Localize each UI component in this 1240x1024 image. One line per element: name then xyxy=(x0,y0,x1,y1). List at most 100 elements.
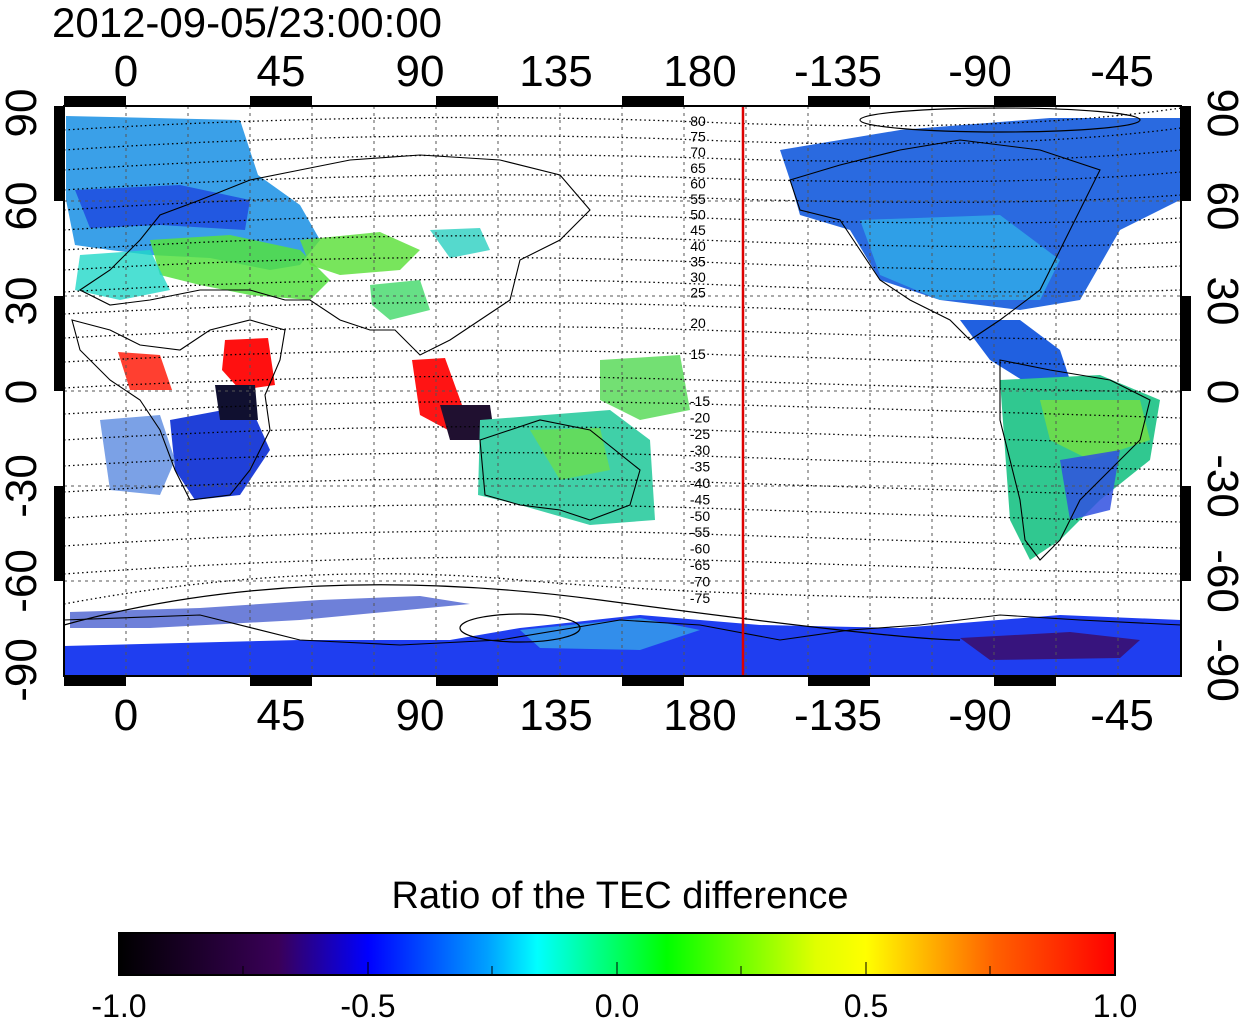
south-magnetic-pole-contour xyxy=(459,613,581,643)
top-tick-label: -135 xyxy=(794,47,882,96)
top-tick-label: -45 xyxy=(1090,47,1154,96)
coast-antarctica xyxy=(63,614,1182,646)
top-tick-label: 180 xyxy=(663,47,736,96)
colorbar-tick-label: 0.0 xyxy=(595,988,639,1024)
patch-europe-green xyxy=(150,235,330,300)
patch-australia-green xyxy=(530,428,610,480)
contour-label: -15 xyxy=(690,393,710,409)
colorbar-title: Ratio of the TEC difference xyxy=(391,875,849,917)
colorbar-tick-label: 0.5 xyxy=(844,988,888,1024)
patch-africa-dark xyxy=(215,385,258,420)
page-title: 2012-09-05/23:00:00 xyxy=(52,0,442,46)
bottom-tick-label: 135 xyxy=(519,691,592,740)
top-longitude-ticks: 0 45 90 135 180 -135 -90 -45 xyxy=(114,47,1154,96)
colorbar-tick-labels: -1.0 -0.5 0.0 0.5 1.0 xyxy=(91,988,1137,1024)
coast-north-america xyxy=(789,139,1101,341)
frame-ticks xyxy=(54,96,1191,686)
colorbar-minor-ticks xyxy=(242,962,991,975)
right-latitude-ticks: 90 60 30 0 -30 -60 -90 xyxy=(1198,89,1240,702)
patch-europe-blue xyxy=(75,185,250,230)
contour-label: 20 xyxy=(690,315,706,331)
contour-label: 30 xyxy=(690,269,706,285)
contour-label: 75 xyxy=(690,129,706,145)
patch-antarctic-dark xyxy=(960,632,1140,660)
right-tick-label: 0 xyxy=(1198,380,1240,404)
right-tick-label: -30 xyxy=(1198,454,1240,518)
coast-africa xyxy=(71,319,286,501)
contour-label: 60 xyxy=(690,175,706,191)
patch-africa-mixed xyxy=(100,415,175,495)
bottom-tick-label: -45 xyxy=(1090,691,1154,740)
north-magnetic-pole-contour xyxy=(859,107,1141,133)
top-tick-label: 90 xyxy=(396,47,445,96)
bottom-tick-label: 0 xyxy=(114,691,138,740)
tec-data-patches xyxy=(64,116,1181,676)
contour-label: -40 xyxy=(690,475,710,491)
contour-label: -35 xyxy=(690,459,710,475)
top-tick-label: 45 xyxy=(257,47,306,96)
right-tick-label: -60 xyxy=(1198,549,1240,613)
contour-label: 70 xyxy=(690,144,706,160)
contour-label: -45 xyxy=(690,491,710,507)
left-tick-label: 60 xyxy=(0,182,46,231)
contour-label: -60 xyxy=(690,541,710,557)
bottom-tick-label: -90 xyxy=(948,691,1012,740)
contour-label: 65 xyxy=(690,160,706,176)
colorbar-tick-label: -1.0 xyxy=(91,988,146,1024)
right-tick-label: 30 xyxy=(1198,277,1240,326)
top-tick-label: -90 xyxy=(948,47,1012,96)
patch-southern-scatter xyxy=(70,596,470,628)
bottom-tick-label: 180 xyxy=(663,691,736,740)
bottom-tick-label: 90 xyxy=(396,691,445,740)
left-tick-label: -30 xyxy=(0,454,46,518)
contour-label: 45 xyxy=(690,222,706,238)
right-tick-label: 90 xyxy=(1198,89,1240,138)
patch-asia-green-2 xyxy=(370,280,430,320)
colorbar-tick-label: 1.0 xyxy=(1093,988,1137,1024)
patch-asia-cyan xyxy=(430,228,490,258)
top-tick-label: 135 xyxy=(519,47,592,96)
patch-asia-green xyxy=(300,232,420,275)
bottom-tick-label: 45 xyxy=(257,691,306,740)
left-tick-label: 30 xyxy=(0,277,46,326)
patch-na-cyan xyxy=(860,215,1060,300)
contour-label: -75 xyxy=(690,590,710,606)
patch-africa-red xyxy=(222,338,275,390)
right-tick-label: 60 xyxy=(1198,182,1240,231)
right-tick-label: -90 xyxy=(1198,638,1240,702)
patch-africa-red-west xyxy=(118,352,172,390)
contour-label: -70 xyxy=(690,573,710,589)
contour-label: 25 xyxy=(690,285,706,301)
contour-label: 15 xyxy=(690,346,706,362)
contour-label: 55 xyxy=(690,191,706,207)
contour-label: -50 xyxy=(690,508,710,524)
contour-label: -30 xyxy=(690,442,710,458)
coast-australia xyxy=(479,419,641,521)
patch-antarctic-cyan xyxy=(520,618,700,650)
patch-pacific-green xyxy=(600,355,690,420)
colorbar-tick-label: -0.5 xyxy=(340,988,395,1024)
contour-label: -20 xyxy=(690,409,710,425)
contour-label: 40 xyxy=(690,238,706,254)
bottom-longitude-ticks: 0 45 90 135 180 -135 -90 -45 xyxy=(114,691,1154,740)
left-tick-label: -90 xyxy=(0,638,46,702)
coast-south-america xyxy=(999,359,1151,561)
coastlines xyxy=(63,139,1182,646)
patch-sa-blue xyxy=(1060,450,1120,520)
contour-label: 35 xyxy=(690,253,706,269)
top-tick-label: 0 xyxy=(114,47,138,96)
contour-label: 80 xyxy=(690,113,706,129)
bottom-tick-label: -135 xyxy=(794,691,882,740)
solid-contours xyxy=(63,107,1141,643)
coast-europe-asia xyxy=(78,154,591,356)
left-tick-label: 90 xyxy=(0,89,46,138)
contour-label: 50 xyxy=(690,207,706,223)
left-tick-label: 0 xyxy=(0,380,46,404)
magnetic-contours xyxy=(64,107,1181,605)
left-tick-label: -60 xyxy=(0,549,46,613)
patch-central-america xyxy=(960,320,1070,385)
contour-label: -55 xyxy=(690,524,710,540)
contour-label: -25 xyxy=(690,426,710,442)
